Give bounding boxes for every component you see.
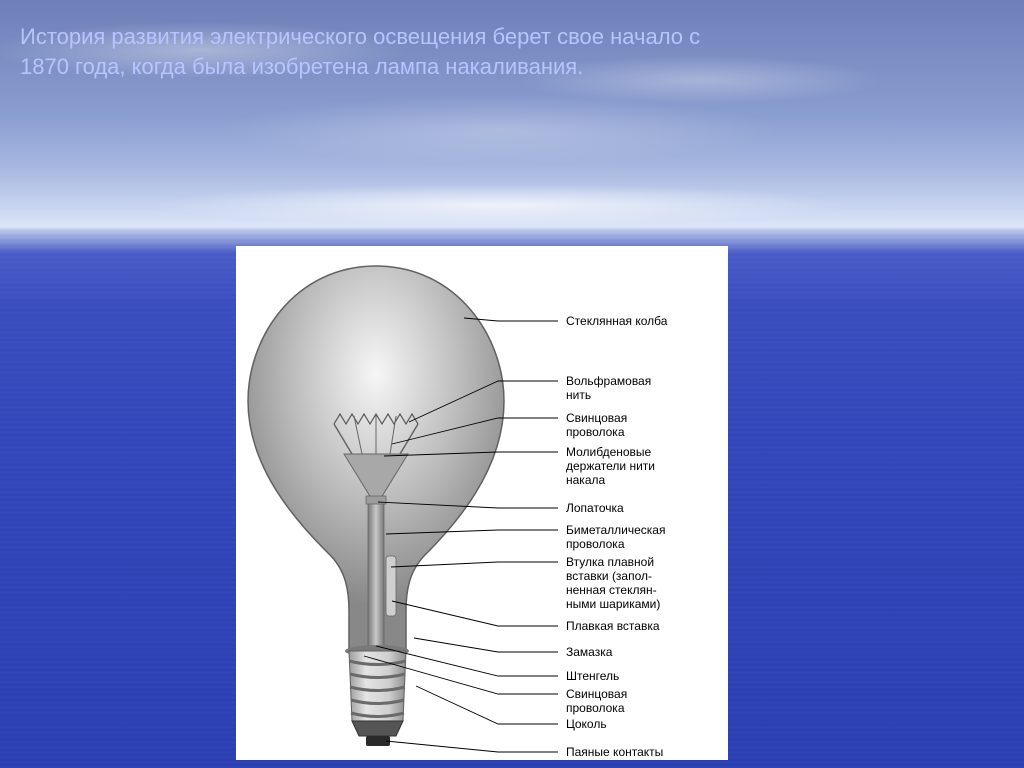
label-fuse: Плавкая вставка — [566, 619, 660, 633]
label-cap: Цоколь — [566, 717, 607, 731]
bulb-diagram: Стеклянная колба Вольфрамоваянить Свинцова… — [236, 246, 728, 760]
leader-cap — [416, 686, 558, 724]
screw-base — [349, 651, 406, 721]
label-lead_wire: Свинцоваяпроволока — [566, 411, 627, 439]
label-putty: Замазка — [566, 645, 613, 659]
fuse-sleeve — [386, 556, 396, 616]
stem-tube — [368, 501, 384, 656]
label-glass_bulb: Стеклянная колба — [566, 314, 668, 328]
slide-header-text: История развития электрического освещени… — [20, 22, 740, 81]
leader-fuse — [392, 601, 558, 626]
label-lead_wire2: Свинцоваяпроволока — [566, 687, 627, 715]
leader-putty — [414, 638, 558, 652]
leader-solder — [386, 741, 558, 752]
slide-background: История развития электрического освещени… — [0, 0, 1024, 768]
label-stem_tube: Штенгель — [566, 669, 619, 683]
label-bushing: Втулка плавнойвставки (запол-ненная стек… — [566, 555, 660, 611]
label-spatula: Лопаточка — [566, 501, 624, 515]
label-molybdenum: Молибденовыедержатели нитинакала — [566, 445, 655, 487]
label-texts: Стеклянная колба Вольфрамоваянить Свинцова… — [566, 314, 668, 759]
stem-cap — [366, 496, 386, 504]
label-solder: Паяные контакты — [566, 745, 663, 759]
insulator-collar — [352, 721, 403, 736]
label-bimetal: Биметаллическаяпроволока — [566, 523, 665, 551]
bulb-svg: Стеклянная колба Вольфрамоваянить Свинцова… — [236, 246, 728, 760]
label-tungsten: Вольфрамоваянить — [566, 374, 651, 402]
